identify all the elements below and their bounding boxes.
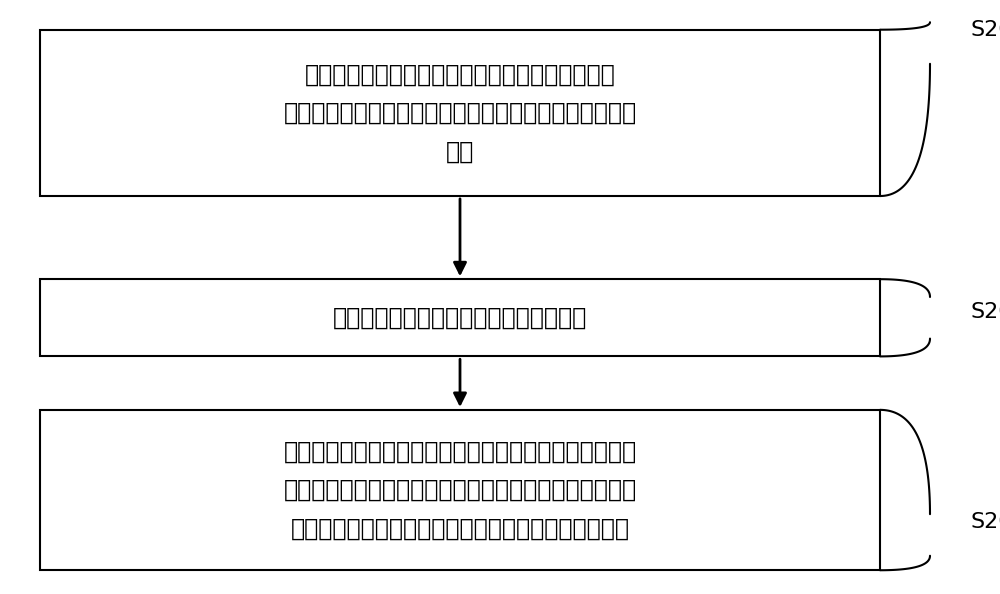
Text: S202: S202 <box>970 302 1000 321</box>
Text: 碳流率，其中，碳流率根据每位碳表碳表用户的碳排放流: 碳流率，其中，碳流率根据每位碳表碳表用户的碳排放流 <box>283 101 637 125</box>
Text: 得到: 得到 <box>446 140 474 163</box>
Text: S201: S201 <box>970 20 1000 40</box>
Text: 如果总体碳流率大于碳排放响应阈值，则根据目标碳排放: 如果总体碳流率大于碳排放响应阈值，则根据目标碳排放 <box>283 440 637 463</box>
Text: 由每位碳表碳表用户的碳流率计算电力系统的总体: 由每位碳表碳表用户的碳流率计算电力系统的总体 <box>305 62 615 86</box>
Text: 响应需求计算一位或多位碳表碳表用户在碳排放响应时段: 响应需求计算一位或多位碳表碳表用户在碳排放响应时段 <box>283 478 637 502</box>
Text: 判断总体碳流率是否大于碳排放响应阈值: 判断总体碳流率是否大于碳排放响应阈值 <box>333 306 587 330</box>
Text: S203: S203 <box>970 512 1000 532</box>
Bar <box>40 410 880 570</box>
Text: 内的目标碳减排量，按照目标碳减排量启动碳排放响应: 内的目标碳减排量，按照目标碳减排量启动碳排放响应 <box>290 517 630 541</box>
Bar <box>40 30 880 196</box>
Bar <box>40 279 880 356</box>
